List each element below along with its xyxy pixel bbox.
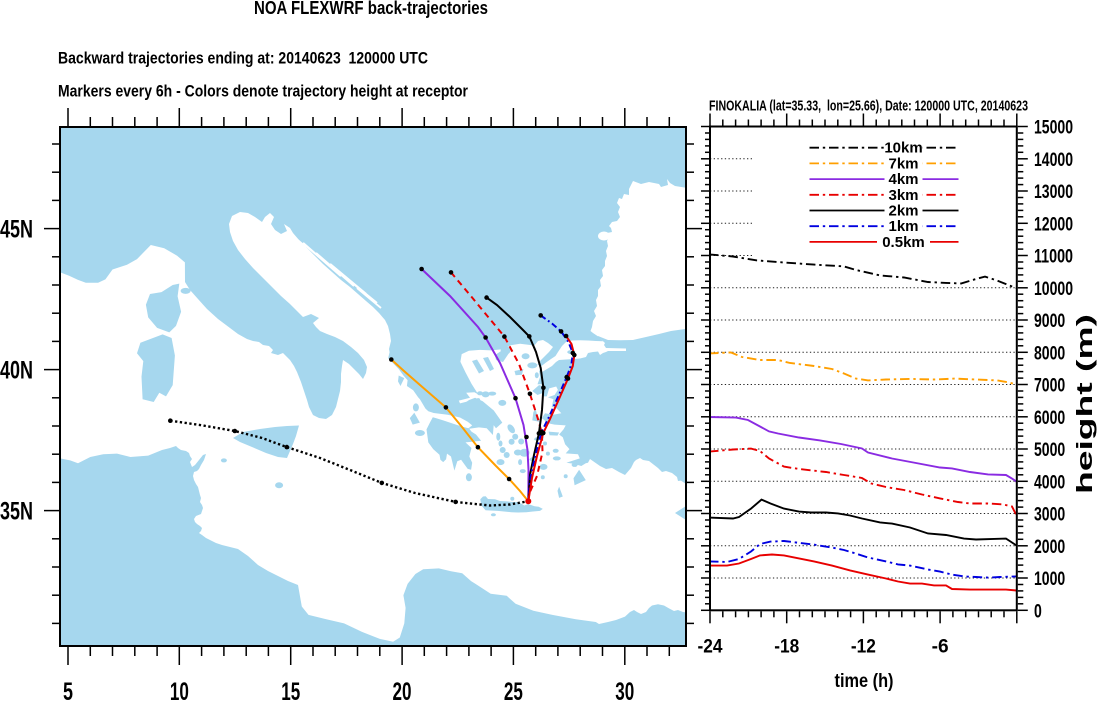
svg-text:3000: 3000: [1034, 504, 1065, 526]
svg-text:2000: 2000: [1034, 536, 1065, 558]
svg-text:-18: -18: [774, 636, 799, 658]
svg-text:Markers every 6h - Colors deno: Markers every 6h - Colors denote traject…: [58, 83, 468, 101]
svg-text:10km: 10km: [884, 140, 922, 157]
svg-text:4000: 4000: [1034, 471, 1065, 493]
svg-text:1000: 1000: [1034, 568, 1065, 590]
svg-text:30: 30: [615, 678, 634, 700]
svg-text:11000: 11000: [1034, 246, 1073, 268]
svg-text:-12: -12: [851, 636, 876, 658]
svg-text:15: 15: [281, 678, 300, 700]
svg-text:14000: 14000: [1034, 149, 1073, 171]
svg-text:4km: 4km: [888, 171, 918, 188]
svg-text:10: 10: [170, 678, 189, 700]
svg-text:2km: 2km: [888, 203, 918, 220]
svg-text:45N: 45N: [0, 216, 33, 244]
svg-text:12000: 12000: [1034, 213, 1073, 235]
svg-text:7000: 7000: [1034, 375, 1065, 397]
svg-text:7km: 7km: [888, 155, 918, 172]
svg-text:35N: 35N: [0, 498, 33, 526]
svg-text:1km: 1km: [888, 218, 918, 235]
svg-text:time (h): time (h): [835, 671, 894, 692]
svg-text:height (m): height (m): [1072, 314, 1097, 494]
svg-text:-24: -24: [698, 636, 723, 658]
svg-text:15000: 15000: [1034, 117, 1073, 139]
svg-text:5000: 5000: [1034, 439, 1065, 461]
svg-text:9000: 9000: [1034, 310, 1065, 332]
svg-text:8000: 8000: [1034, 342, 1065, 364]
svg-text:3km: 3km: [888, 187, 918, 204]
svg-text:10000: 10000: [1034, 278, 1073, 300]
svg-text:0.5km: 0.5km: [882, 234, 925, 251]
svg-text:13000: 13000: [1034, 181, 1073, 203]
svg-text:5: 5: [63, 678, 73, 700]
svg-text:25: 25: [504, 678, 523, 700]
svg-text:Backward trajectories ending a: Backward trajectories ending at: 2014062…: [58, 50, 428, 68]
svg-text:0: 0: [1034, 600, 1042, 622]
svg-text:NOA FLEXWRF back-trajectories: NOA FLEXWRF back-trajectories: [254, 0, 488, 18]
svg-text:6000: 6000: [1034, 407, 1065, 429]
svg-text:20: 20: [393, 678, 412, 700]
svg-text:-6: -6: [932, 636, 949, 658]
svg-text:40N: 40N: [0, 357, 33, 385]
svg-text:FINOKALIA (lat=35.33, lon=25.: FINOKALIA (lat=35.33, lon=25.66), Date: …: [709, 99, 1028, 115]
